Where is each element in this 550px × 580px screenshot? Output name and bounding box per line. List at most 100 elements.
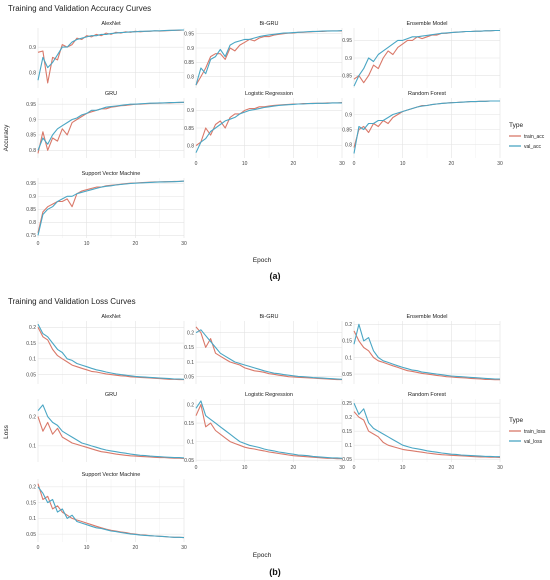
- loss-panel-title: Logistic Regression: [245, 392, 293, 398]
- acc-x-tick-label: 0: [353, 161, 356, 167]
- acc-val-line: [353, 29, 500, 87]
- acc-panel-title: AlexNet: [101, 21, 121, 27]
- acc-val-line: [37, 101, 184, 151]
- loss-panel-title: Ensemble Model: [407, 314, 448, 320]
- loss-y-tick-label: 0.2: [29, 485, 36, 491]
- loss-val-line: [37, 486, 185, 539]
- loss-y-axis-label: Loss: [3, 424, 10, 438]
- loss-y-tick-label: 0.2: [187, 331, 194, 337]
- loss-y-tick-label: 0.2: [345, 322, 352, 328]
- loss-y-tick-label: 0.05: [342, 372, 352, 378]
- acc-panel-title: Bi-GRU: [260, 21, 279, 27]
- acc-y-tick-label: 0.9: [29, 45, 36, 51]
- accuracy-chart-title: Training and Validation Accuracy Curves: [8, 4, 151, 13]
- loss-y-tick-label: 0.2: [29, 325, 36, 331]
- loss-val-line: [353, 402, 500, 458]
- loss-x-tick-label: 0: [195, 465, 198, 471]
- loss-panel-title: AlexNet: [101, 314, 121, 320]
- loss-x-tick-label: 20: [133, 545, 139, 551]
- loss-y-tick-label: 0.05: [184, 374, 194, 380]
- loss-panels: AlexNet 0.05 0.1 0.15 0.2 Bi-GRU 0.05 0.1 0.15 0.…: [26, 314, 503, 551]
- acc-panel-title: GRU: [105, 91, 117, 97]
- loss-y-tick-label: 0.15: [184, 345, 194, 351]
- loss-x-axis-label: Epoch: [253, 552, 272, 559]
- acc-x-tick-label: 30: [339, 161, 345, 167]
- acc-x-tick-label: 20: [133, 241, 139, 247]
- loss-legend-train-label: train_loss: [524, 429, 546, 435]
- acc-y-tick-label: 0.8: [187, 74, 194, 80]
- acc-x-tick-label: 0: [195, 161, 198, 167]
- loss-y-tick-label: 0.05: [184, 458, 194, 464]
- acc-y-tick-label: 0.95: [342, 38, 352, 44]
- loss-train-line: [353, 411, 501, 459]
- accuracy-panels: AlexNet 0.8 0.9 Bi-GRU 0.8 0.85 0.9 0.95 Ensembl…: [26, 21, 503, 247]
- loss-train-line: [37, 327, 184, 381]
- loss-x-tick-label: 20: [291, 465, 297, 471]
- acc-panel-7: Support Vector Machine 0.75 0.8 0.85 0.9 0.95…: [26, 171, 187, 247]
- loss-y-tick-label: 0.1: [345, 355, 352, 361]
- loss-y-tick-label: 0.05: [26, 372, 36, 378]
- acc-panel-1: AlexNet 0.8 0.9: [29, 21, 185, 88]
- loss-train-line: [195, 404, 342, 460]
- loss-chart-title: Training and Validation Loss Curves: [8, 297, 136, 306]
- accuracy-legend-val-label: val_acc: [524, 144, 541, 150]
- acc-y-tick-label: 0.8: [345, 142, 352, 148]
- acc-y-tick-label: 0.9: [345, 112, 352, 118]
- loss-x-tick-label: 10: [84, 545, 90, 551]
- acc-y-tick-label: 0.75: [26, 233, 36, 239]
- acc-panel-title: Logistic Regression: [245, 91, 293, 97]
- loss-panel-6: Random Forest 0.05 0.1 0.15 0.2 0.25 0 10 20 30: [342, 392, 503, 471]
- acc-y-tick-label: 0.95: [26, 102, 36, 108]
- acc-y-tick-label: 0.9: [187, 46, 194, 52]
- acc-x-tick-label: 10: [84, 241, 90, 247]
- acc-y-tick-label: 0.85: [342, 127, 352, 133]
- loss-chart: Training and Validation Loss Curves Loss…: [3, 297, 546, 559]
- loss-legend: Type train_loss val_loss: [509, 417, 546, 445]
- acc-y-tick-label: 0.95: [26, 181, 36, 187]
- loss-panel-5: Logistic Regression 0.05 0.1 0.15 0.2 0 10 20 30: [184, 392, 345, 471]
- acc-y-tick-label: 0.8: [29, 148, 36, 154]
- acc-panel-5: Logistic Regression 0.8 0.85 0.9 0 10 20 30: [184, 91, 345, 167]
- loss-train-line: [195, 326, 342, 381]
- acc-panel-title: Random Forest: [408, 91, 446, 97]
- loss-y-tick-label: 0.1: [29, 357, 36, 363]
- loss-y-tick-label: 0.1: [187, 439, 194, 445]
- loss-train-line: [37, 416, 185, 460]
- loss-panel-1: AlexNet 0.05 0.1 0.15 0.2: [26, 314, 185, 384]
- accuracy-y-axis-label: Accuracy: [3, 124, 10, 151]
- loss-y-tick-label: 0.2: [29, 414, 36, 420]
- acc-panel-title: Ensemble Model: [407, 21, 448, 27]
- acc-y-tick-label: 0.85: [184, 60, 194, 66]
- loss-panel-7: Support Vector Machine 0.05 0.1 0.15 0.2 0 10 2…: [26, 472, 187, 551]
- loss-x-tick-label: 0: [37, 545, 40, 551]
- acc-y-tick-label: 0.85: [342, 73, 352, 79]
- loss-y-tick-label: 0.05: [26, 532, 36, 538]
- loss-legend-val-label: val_loss: [524, 439, 543, 445]
- loss-val-line: [37, 323, 185, 380]
- accuracy-x-axis-label: Epoch: [253, 257, 272, 264]
- acc-y-tick-label: 0.8: [29, 70, 36, 76]
- loss-panel-4: GRU 0.1 0.2: [29, 392, 185, 462]
- loss-y-tick-label: 0.1: [345, 443, 352, 449]
- loss-x-tick-label: 10: [400, 465, 406, 471]
- loss-x-tick-label: 30: [181, 545, 187, 551]
- loss-x-tick-label: 30: [339, 465, 345, 471]
- loss-val-line: [353, 323, 500, 380]
- loss-x-tick-label: 30: [497, 465, 503, 471]
- loss-x-tick-label: 10: [242, 465, 248, 471]
- acc-y-tick-label: 0.85: [184, 126, 194, 132]
- acc-val-line: [37, 29, 184, 81]
- loss-y-tick-label: 0.05: [342, 457, 352, 463]
- loss-y-tick-label: 0.2: [345, 415, 352, 421]
- loss-panel-3: Ensemble Model 0.05 0.1 0.15 0.2: [342, 314, 501, 384]
- loss-val-line: [195, 400, 343, 459]
- loss-panel-title: GRU: [105, 392, 117, 398]
- acc-x-tick-label: 30: [497, 161, 503, 167]
- loss-panel-title: Support Vector Machine: [82, 472, 141, 478]
- accuracy-legend-title: Type: [509, 122, 523, 129]
- acc-y-tick-label: 0.9: [187, 108, 194, 114]
- loss-y-tick-label: 0.15: [342, 339, 352, 345]
- acc-y-tick-label: 0.9: [29, 117, 36, 123]
- acc-panel-title: Support Vector Machine: [82, 171, 141, 177]
